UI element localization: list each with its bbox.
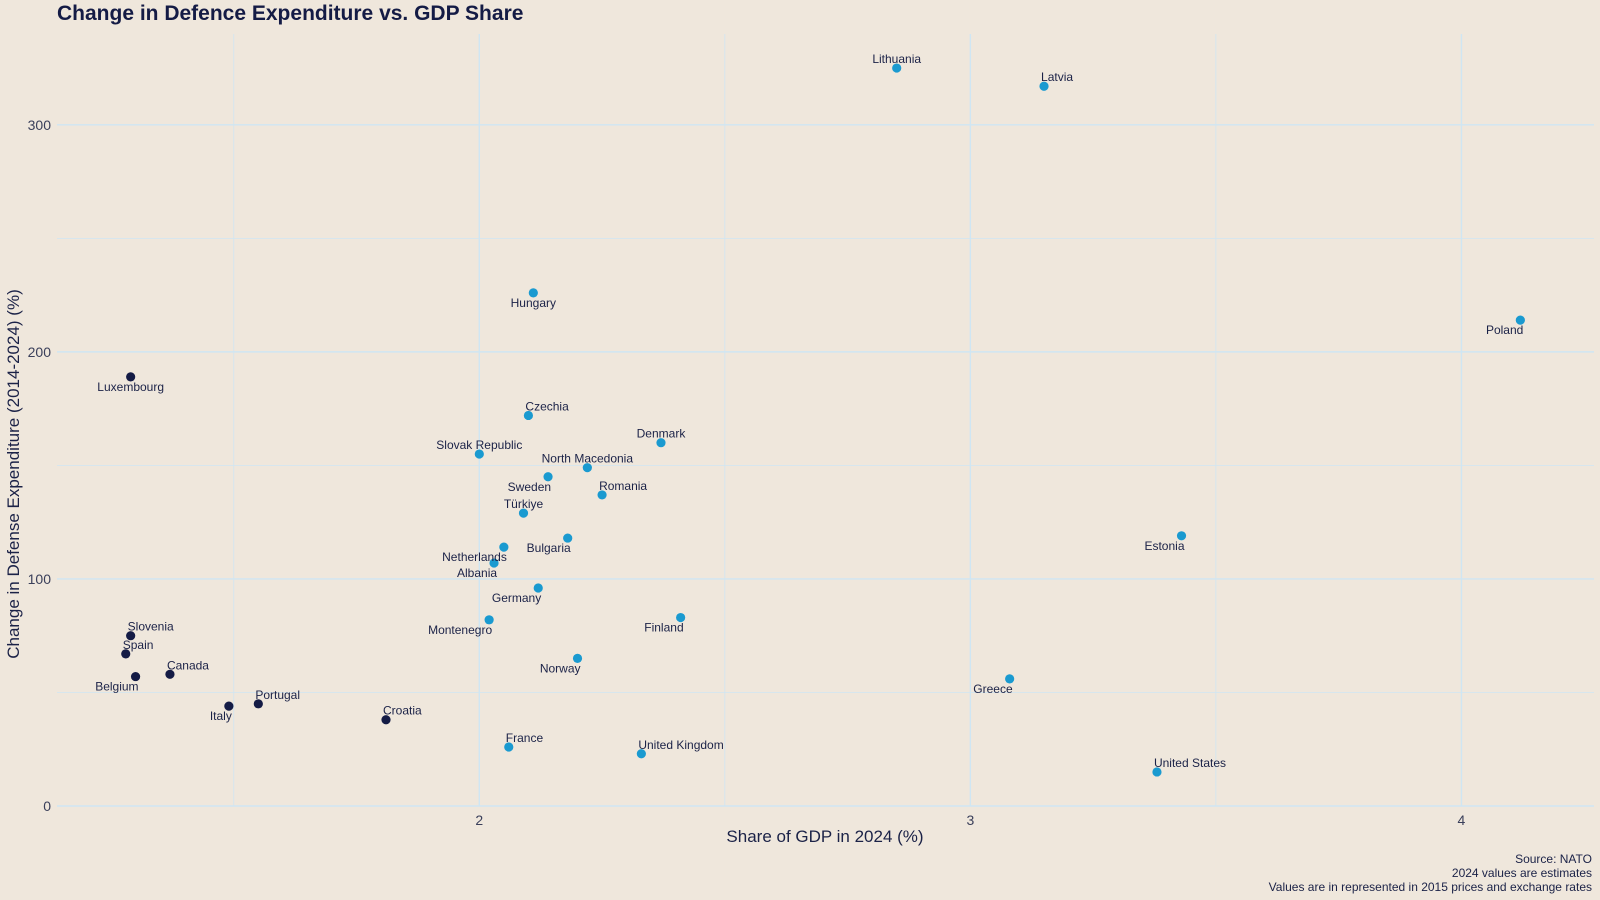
point-lithuania [892,63,902,73]
chart-title: Change in Defence Expenditure vs. GDP Sh… [57,2,524,25]
source-caption: Source: NATO [1515,852,1592,866]
y-tick-label: 0 [43,798,51,814]
x-axis-title: Share of GDP in 2024 (%) [726,827,924,846]
point-finland [676,612,686,623]
label-t-rkiye: Türkiye [504,497,544,511]
point-norway [572,653,583,664]
point-poland [1515,315,1525,325]
point-belgium [130,671,141,682]
point-united-states [1152,767,1162,777]
point-denmark [656,438,666,448]
label-montenegro: Montenegro [428,623,492,637]
label-croatia: Croatia [383,704,422,718]
label-slovak-republic: Slovak Republic [436,438,522,452]
point-labels: Lithuania Latvia Hungary Poland Luxembourg Cz… [95,52,1523,770]
point-spain [121,649,131,659]
label-belgium: Belgium [95,680,138,694]
label-latvia: Latvia [1041,70,1073,84]
label-germany: Germany [492,591,541,605]
point-hungary [528,288,538,298]
y-tick-label: 200 [28,344,52,360]
y-axis-title: Change in Defense Expenditure (2014-2024… [4,289,23,659]
label-france: France [506,731,544,745]
point-romania [597,490,607,500]
label-luxembourg: Luxembourg [97,380,164,394]
data-points [121,63,1525,777]
point-czechia [523,410,534,421]
y-tick-label: 300 [28,117,52,133]
label-hungary: Hungary [511,296,556,310]
label-norway: Norway [540,661,581,675]
point-united-kingdom [636,749,646,759]
point-sweden [543,472,553,482]
point-latvia [1039,81,1049,91]
axis-tick-labels: 2 3 4 0 100 200 300 [28,117,1466,828]
label-slovenia: Slovenia [128,620,174,634]
label-denmark: Denmark [637,427,687,441]
label-greece: Greece [973,682,1013,696]
point-slovak-republic [474,449,484,459]
y-tick-label: 100 [28,571,52,587]
prices-note: Values are in represented in 2015 prices… [1268,880,1592,894]
gridlines [57,34,1594,807]
point-canada [165,669,175,679]
point-croatia [381,715,391,725]
x-tick-label: 3 [966,812,974,828]
label-poland: Poland [1486,323,1523,337]
point-luxembourg [126,372,136,382]
estimate-note: 2024 values are estimates [1451,866,1592,880]
label-sweden: Sweden [508,480,551,494]
point-albania [489,558,499,568]
point-germany [533,583,543,593]
point-netherlands [499,542,509,552]
label-spain: Spain [123,638,154,652]
label-portugal: Portugal [255,688,300,702]
point-portugal [253,699,263,709]
label-italy: Italy [210,709,232,723]
label-romania: Romania [599,479,647,493]
point-slovenia [126,631,136,641]
label-canada: Canada [167,658,209,672]
point-montenegro [484,615,494,625]
label-finland: Finland [644,621,683,635]
x-tick-label: 4 [1458,812,1466,828]
label-lithuania: Lithuania [872,52,921,66]
label-estonia: Estonia [1144,539,1184,553]
point-estonia [1176,531,1187,541]
point-france [504,742,514,752]
point-italy [224,701,234,711]
point-bulgaria [563,533,573,543]
label-albania: Albania [457,566,497,580]
point-greece [1005,674,1015,684]
point-north-macedonia [582,463,592,473]
x-tick-label: 2 [475,812,483,828]
label-north-macedonia: North Macedonia [542,452,634,466]
point-t-rkiye [518,508,529,518]
label-united-states: United States [1154,756,1226,770]
label-netherlands: Netherlands [442,550,507,564]
label-united-kingdom: United Kingdom [638,738,723,752]
label-czechia: Czechia [525,399,569,413]
label-bulgaria: Bulgaria [527,541,571,555]
